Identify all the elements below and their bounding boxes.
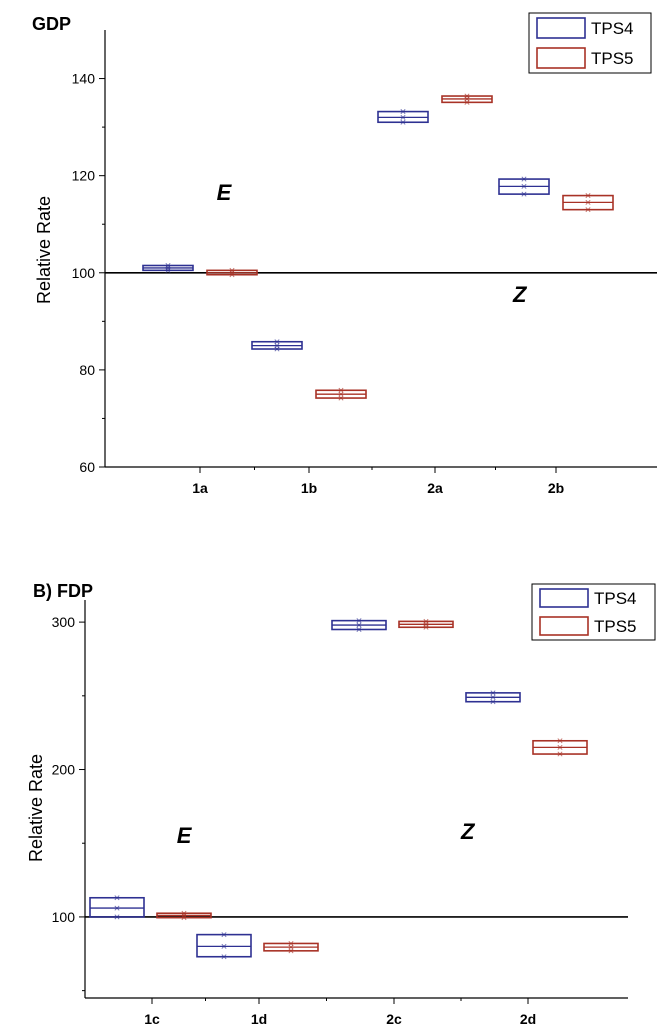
y-tick-label: 140	[72, 71, 96, 87]
box-point	[521, 176, 527, 182]
box-point	[221, 932, 227, 938]
legend: TPS4 TPS5	[531, 583, 656, 641]
box-point	[338, 391, 344, 397]
box-tps4-1b	[251, 339, 303, 352]
y-tick-label: 300	[52, 614, 76, 630]
x-tick-label: 1d	[251, 1011, 267, 1027]
y-axis-label: Relative Rate	[34, 196, 54, 304]
chart-1: GDP Relative Rate 60 80 100 120 140 1a 1b 2a 2b E Z T…	[32, 12, 657, 496]
box-point	[400, 119, 406, 125]
box-point	[229, 272, 235, 278]
box-point	[181, 910, 187, 916]
y-tick-label: 80	[79, 362, 95, 378]
box-tps4-1d	[196, 932, 252, 960]
chart-title: B) FDP	[33, 581, 93, 601]
box-point	[356, 626, 362, 632]
y-tick-label: 200	[52, 762, 76, 778]
box-point	[356, 618, 362, 624]
box-point	[165, 267, 171, 273]
box-tps5-2d	[532, 738, 588, 757]
y-axis-label: Relative Rate	[26, 754, 46, 862]
box-point	[557, 738, 563, 744]
box-point	[288, 940, 294, 946]
box-point	[521, 191, 527, 197]
legend-label-tps4: TPS4	[594, 589, 637, 608]
chart-title: GDP	[32, 14, 71, 34]
box-point	[490, 694, 496, 700]
box-tps4-2d	[465, 690, 521, 705]
box-point	[338, 395, 344, 401]
box-point	[221, 943, 227, 949]
legend-label-tps5: TPS5	[594, 617, 637, 636]
box-point	[356, 622, 362, 628]
legend-frame	[528, 12, 652, 74]
box-point	[114, 895, 120, 901]
chart-2: B) FDP Relative Rate 100 200 300 1c 1d 2c 2d E Z TP…	[26, 581, 656, 1027]
legend-swatch-tps5	[536, 47, 586, 69]
annotation-z: Z	[460, 819, 476, 844]
box-point	[585, 199, 591, 205]
box-tps5-2a	[441, 93, 493, 105]
box-point	[490, 690, 496, 696]
box-point	[181, 915, 187, 921]
x-tick-label: 1a	[192, 480, 208, 496]
box-point	[490, 699, 496, 705]
box-point	[114, 905, 120, 911]
box-point	[585, 193, 591, 199]
legend-label-tps5: TPS5	[591, 49, 634, 68]
box-point	[400, 114, 406, 120]
box-tps5-2c	[398, 618, 454, 630]
x-tick-label: 2c	[386, 1011, 402, 1027]
box-tps4-2c	[331, 618, 387, 632]
box-point	[557, 751, 563, 757]
box-point	[464, 99, 470, 105]
y-tick-label: 120	[72, 168, 96, 184]
box-point	[114, 914, 120, 920]
box-tps4-2b	[498, 176, 550, 197]
box-point	[221, 954, 227, 960]
box-tps5-1c	[156, 910, 212, 921]
box-rect	[89, 896, 145, 918]
x-tick-label: 2d	[520, 1011, 536, 1027]
box-point	[288, 948, 294, 954]
box-point	[338, 387, 344, 393]
box-tps4-2a	[377, 109, 429, 125]
box-tps5-1b	[315, 387, 367, 401]
box-point	[400, 109, 406, 115]
legend-frame	[531, 583, 656, 641]
box-point	[423, 624, 429, 630]
legend: TPS4 TPS5	[528, 12, 652, 74]
box-point	[274, 346, 280, 352]
x-tick-label: 2b	[548, 480, 564, 496]
box-tps5-2b	[562, 193, 614, 213]
box-point	[288, 944, 294, 950]
legend-label-tps4: TPS4	[591, 19, 634, 38]
x-tick-label: 1c	[144, 1011, 160, 1027]
box-tps4-1c	[89, 895, 145, 920]
box-tps4-1a	[142, 262, 194, 273]
legend-swatch-tps5	[539, 616, 589, 636]
box-point	[229, 270, 235, 276]
box-tps5-1d	[263, 940, 319, 954]
box-point	[557, 744, 563, 750]
annotation-e: E	[177, 823, 193, 848]
legend-swatch-tps4	[536, 17, 586, 39]
legend-swatch-tps4	[539, 588, 589, 608]
x-tick-label: 2a	[427, 480, 443, 496]
box-point	[585, 207, 591, 213]
y-tick-label: 100	[52, 909, 76, 925]
x-tick-label: 1b	[301, 480, 317, 496]
y-tick-label: 100	[72, 265, 96, 281]
y-tick-label: 60	[79, 459, 95, 475]
box-point	[274, 339, 280, 345]
annotation-z: Z	[512, 282, 528, 307]
box-tps5-1a	[206, 267, 258, 278]
box-rect	[196, 933, 252, 958]
box-point	[521, 183, 527, 189]
annotation-e: E	[217, 180, 233, 205]
box-point	[181, 912, 187, 918]
